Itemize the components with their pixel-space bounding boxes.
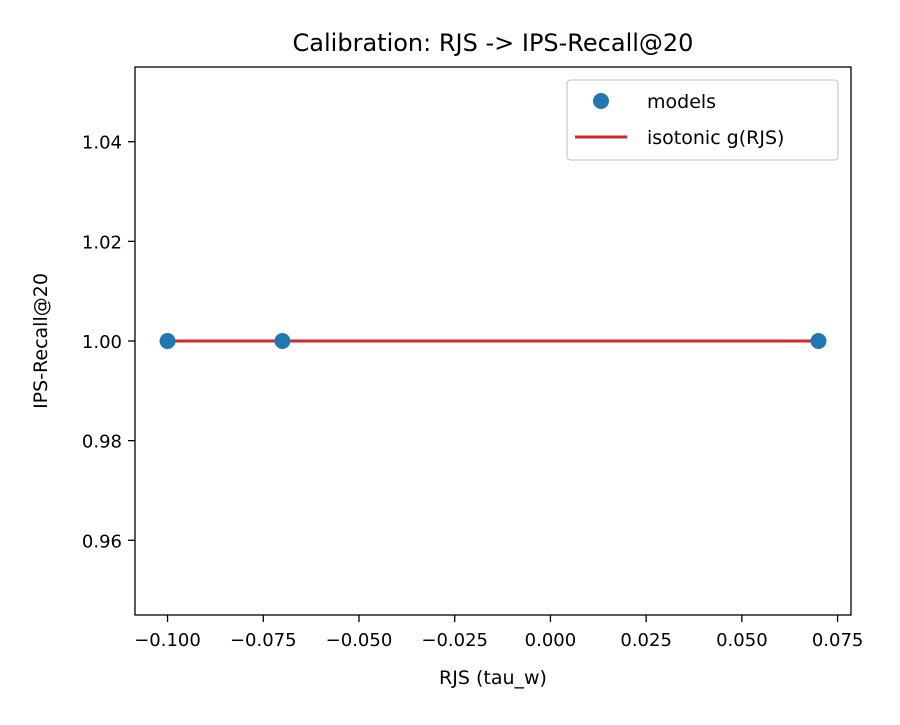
legend: models isotonic g(RJS) xyxy=(566,79,839,161)
legend-box xyxy=(566,79,839,161)
x-tick-label: 0.050 xyxy=(716,630,768,651)
x-tick-label: 0.075 xyxy=(812,630,864,651)
chart-title: Calibration: RJS -> IPS-Recall@20 xyxy=(293,29,694,57)
data-point-models xyxy=(274,333,291,349)
y-tick-label: 1.00 xyxy=(82,332,122,353)
x-tick-label: 0.025 xyxy=(620,630,672,651)
x-tick-label: −0.075 xyxy=(230,630,297,651)
x-tick-label: −0.050 xyxy=(326,630,393,651)
y-tick-label: 1.02 xyxy=(82,232,122,253)
y-tick-label: 0.96 xyxy=(82,531,122,552)
legend-marker-models xyxy=(593,93,609,109)
x-tick-label: 0.000 xyxy=(525,630,577,651)
legend-label: models xyxy=(647,91,716,113)
x-tick-label: −0.025 xyxy=(421,630,488,651)
x-axis-label: RJS (tau_w) xyxy=(439,667,547,689)
y-tick-label: 1.04 xyxy=(82,133,122,154)
data-point-models xyxy=(810,333,827,349)
legend-label: isotonic g(RJS) xyxy=(647,127,784,149)
y-tick-label: 0.98 xyxy=(82,432,122,453)
y-axis-label: IPS-Recall@20 xyxy=(30,273,52,409)
data-point-models xyxy=(159,333,176,349)
x-tick-label: −0.100 xyxy=(134,630,201,651)
plot-area: −0.100 −0.075 −0.050 −0.025 0.000 0.025 0.050 0… xyxy=(82,66,864,651)
